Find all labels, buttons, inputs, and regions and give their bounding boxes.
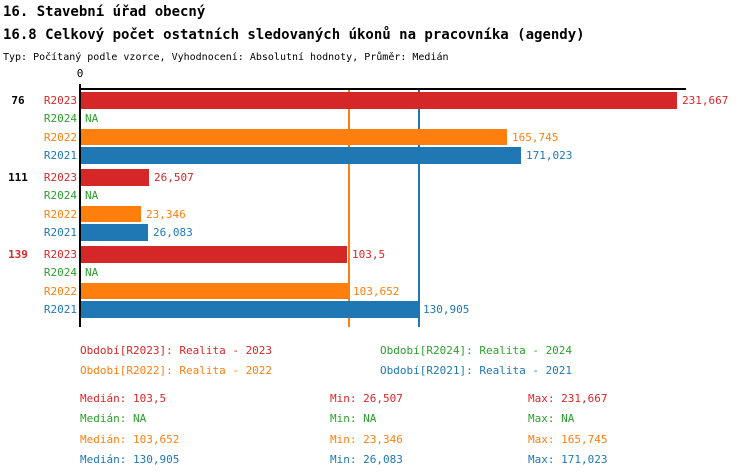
stat-max: Max: 165,745	[528, 432, 608, 446]
legend-item: Období[R2021]: Realita - 2021	[380, 364, 573, 377]
group-label: 111	[8, 171, 28, 184]
row-year-label: R2024	[43, 112, 77, 126]
row-year-label: R2021	[43, 226, 77, 240]
stat-max: Max: 171,023	[528, 452, 608, 466]
x-axis-top-line	[79, 88, 686, 90]
bar-r2021	[81, 147, 521, 164]
stat-median: Medián: NA	[80, 412, 147, 426]
legend-item: Období[R2023]: Realita - 2023	[80, 344, 273, 357]
group-label: 139	[8, 248, 28, 261]
bar-value-label: 103,5	[352, 248, 386, 261]
bar-r2023	[81, 92, 677, 109]
row-year-label: R2023	[43, 248, 77, 261]
stat-min: Min: 26,507	[330, 392, 403, 405]
row-year-label: R2021	[43, 149, 77, 163]
stat-max: Max: NA	[528, 412, 575, 426]
row-year-label: R2024	[43, 266, 77, 280]
median-reference-line-r2021	[418, 90, 420, 327]
row-year-label: R2022	[43, 284, 77, 298]
stat-min: Min: 26,083	[330, 452, 403, 466]
bar-value-label: 23,346	[146, 207, 186, 221]
axis-zero-label: 0	[76, 67, 84, 80]
stat-min: Min: 23,346	[330, 432, 403, 446]
bar-value-label: 130,905	[423, 303, 470, 317]
stat-median: Medián: 103,652	[80, 432, 180, 446]
bar-value-label: NA	[85, 266, 99, 280]
stat-median: Medián: 103,5	[80, 392, 167, 405]
median-reference-line-r2022	[348, 90, 350, 327]
row-year-label: R2024	[43, 189, 77, 203]
legend-item: Období[R2024]: Realita - 2024	[380, 344, 573, 357]
row-year-label: R2022	[43, 207, 77, 221]
bar-value-label: 171,023	[526, 149, 573, 163]
bar-r2022	[81, 282, 348, 300]
bar-value-label: 231,667	[682, 94, 729, 107]
group-label: 76	[11, 94, 25, 107]
bar-value-label: NA	[85, 112, 99, 126]
bar-r2023	[81, 169, 149, 186]
row-year-label: R2023	[43, 94, 77, 107]
stat-max: Max: 231,667	[528, 392, 608, 405]
chart: 76 R2023 231,667 R2024 NA R2022 165,745 R2021 17…	[8, 84, 729, 327]
indicator-subtitle: Typ: Počítaný podle vzorce, Vyhodnocení:…	[3, 52, 449, 63]
indicator-title: 16.8 Celkový počet ostatních sledovaných…	[3, 27, 585, 43]
bar-value-label: 103,652	[353, 284, 400, 298]
bar-value-label: 26,083	[153, 226, 193, 240]
page-title: 16. Stavební úřad obecný	[3, 4, 206, 20]
bar-r2022	[81, 128, 507, 146]
row-year-label: R2023	[43, 171, 77, 184]
bar-value-label: NA	[85, 189, 99, 203]
stat-median: Medián: 130,905	[80, 452, 180, 466]
bar-r2022	[81, 205, 141, 223]
stat-min: Min: NA	[330, 412, 377, 426]
bar-r2021	[81, 224, 148, 241]
bar-value-label: 165,745	[512, 130, 559, 144]
y-axis-line	[79, 84, 81, 327]
bar-r2023	[81, 246, 347, 263]
row-year-label: R2021	[43, 303, 77, 317]
bar-value-label: 26,507	[154, 171, 194, 184]
row-year-label: R2022	[43, 130, 77, 144]
legend-item: Období[R2022]: Realita - 2022	[80, 364, 273, 377]
bar-r2021	[81, 301, 418, 318]
